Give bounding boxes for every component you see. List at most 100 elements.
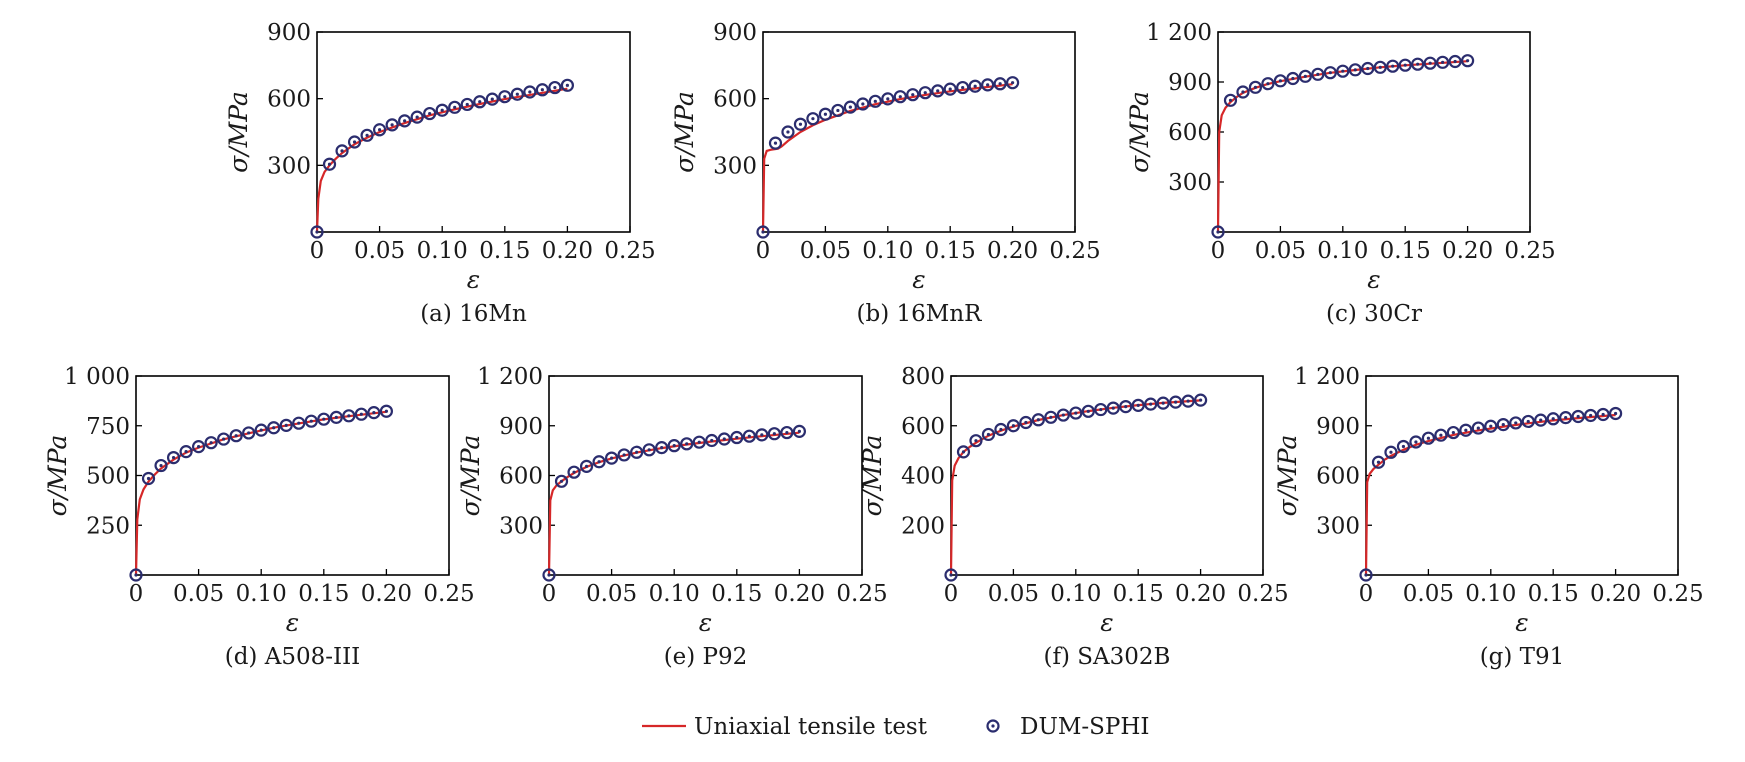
sim-point-dot: [453, 105, 457, 109]
sim-point-dot: [1401, 444, 1406, 449]
sim-point-ring: [831, 103, 845, 118]
sim-point: [1336, 64, 1350, 78]
x-axis-label: ε: [699, 608, 712, 637]
y-tick-label: 600: [901, 414, 945, 440]
sim-point-ring: [1436, 55, 1450, 69]
sim-point-ring: [1409, 435, 1423, 449]
x-tick-label: 0.25: [1652, 581, 1703, 607]
sim-point-dot: [503, 95, 507, 99]
sim-point-dot: [390, 123, 394, 127]
x-tick-label: 0.25: [1504, 238, 1555, 264]
legend-test-label: Uniaxial tensile test: [694, 714, 928, 740]
sim-point: [667, 439, 681, 453]
sim-point: [410, 110, 424, 124]
sim-point: [1361, 61, 1375, 76]
sim-point-ring: [1471, 421, 1485, 435]
sim-point-dot: [1174, 400, 1178, 404]
sim-point-dot: [785, 430, 789, 435]
y-tick-label: 1 200: [1294, 364, 1360, 390]
sim-point-dot: [1161, 401, 1165, 405]
y-tick-label: 400: [901, 464, 945, 490]
chart-panels: 0 0.05 0.10 0.15 0.20 0.25 300 600 900 ε σ/MPa (a) …: [43, 20, 1704, 670]
sim-point: [166, 450, 181, 465]
sim-point: [831, 103, 845, 118]
test-curve: [1364, 413, 1616, 576]
x-tick-label: 0: [310, 238, 325, 264]
sim-point: [730, 430, 744, 445]
x-tick-label: 0.20: [987, 238, 1038, 264]
sim-point-dot: [1539, 418, 1543, 422]
sim-point-ring: [1286, 71, 1300, 86]
sim-point-ring: [1131, 398, 1145, 412]
sim-point: [893, 90, 907, 104]
sim-point-ring: [1019, 415, 1033, 430]
sim-point-dot: [1439, 433, 1443, 437]
y-tick-label: 300: [1168, 170, 1212, 196]
sim-point: [1534, 413, 1548, 427]
sim-point: [498, 90, 512, 104]
plot-frame: [548, 375, 863, 576]
sim-point-dot: [1216, 230, 1220, 234]
x-tick-label: 0.20: [1175, 581, 1226, 607]
x-tick-label: 0.05: [586, 581, 637, 607]
sim-point: [1223, 93, 1238, 107]
sim-point-dot: [647, 448, 651, 452]
sim-point: [1484, 419, 1498, 433]
sim-point: [460, 97, 474, 112]
sim-point-ring: [335, 144, 349, 158]
x-tick-label: 0: [129, 581, 144, 607]
x-tick-label: 0.05: [800, 238, 851, 264]
sim-point-dot: [1228, 98, 1233, 102]
sim-point-ring: [755, 428, 769, 442]
x-tick-label: 0.25: [1049, 238, 1100, 264]
sim-point-ring: [918, 86, 932, 100]
sim-point: [1211, 225, 1225, 239]
sim-point-ring: [1386, 59, 1400, 73]
sim-point-dot: [565, 83, 570, 87]
sim-point-dot: [1389, 450, 1393, 454]
x-axis-label: ε: [1100, 608, 1113, 637]
sim-point-dot: [1364, 573, 1368, 577]
sim-point-dot: [372, 411, 376, 415]
sim-point: [1409, 435, 1423, 449]
sim-point: [379, 404, 393, 418]
sim-point-dot: [1416, 62, 1420, 66]
sim-point: [756, 225, 770, 239]
sim-point-ring: [448, 100, 462, 114]
sim-point-ring: [473, 95, 487, 109]
sim-point-dot: [1316, 72, 1320, 76]
sim-point-dot: [1199, 398, 1203, 402]
sim-point-ring: [994, 422, 1008, 437]
x-axis-label: ε: [1367, 265, 1380, 294]
y-tick-label: 1 200: [477, 364, 543, 390]
legend: Uniaxial tensile test DUM-SPHI: [642, 714, 1150, 740]
sim-point: [742, 429, 756, 443]
sim-point-ring: [1448, 54, 1462, 69]
sim-point: [1396, 439, 1411, 454]
sim-point-ring: [1411, 57, 1425, 71]
sim-point-dot: [1489, 424, 1493, 428]
x-tick-label: 0.15: [1113, 581, 1164, 607]
sim-point-dot: [478, 100, 482, 104]
sim-point-ring: [1169, 395, 1183, 409]
sim-point-ring: [279, 418, 293, 432]
sim-point-ring: [969, 434, 983, 448]
x-tick-label: 0.25: [836, 581, 887, 607]
sim-point-dot: [1589, 413, 1593, 418]
sim-point-ring: [655, 441, 669, 455]
sim-point: [1005, 76, 1020, 90]
y-axis-label: σ/MPa: [224, 91, 253, 173]
sim-point-ring: [292, 416, 306, 430]
sim-point-ring: [1005, 76, 1020, 90]
sim-point: [1131, 398, 1145, 412]
sim-point: [1286, 71, 1300, 86]
sim-point-dot: [490, 97, 494, 101]
y-tick-label: 750: [86, 414, 130, 440]
sim-point: [931, 84, 945, 98]
sim-point: [1584, 408, 1598, 423]
sim-point-ring: [1311, 67, 1325, 81]
x-tick-label: 0.25: [423, 581, 474, 607]
x-tick-label: 0.20: [1442, 238, 1493, 264]
x-tick-label: 0.10: [649, 581, 700, 607]
sim-point-ring: [730, 430, 744, 445]
